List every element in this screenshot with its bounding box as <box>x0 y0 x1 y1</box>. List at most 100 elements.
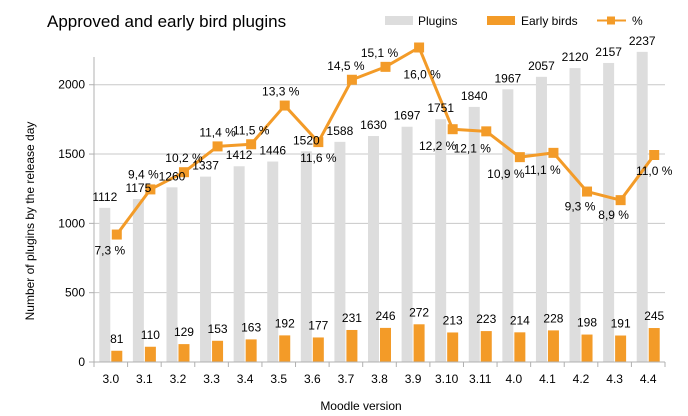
percent-marker <box>447 124 458 135</box>
x-tick-label: 3.11 <box>469 372 492 386</box>
x-tick-label: 4.4 <box>640 372 657 386</box>
bar-plugins <box>401 126 413 362</box>
percent-marker <box>346 74 357 85</box>
bar-plugins <box>200 176 212 362</box>
legend-marker-percent <box>607 16 615 25</box>
bar-early-birds <box>346 329 358 362</box>
percent-marker <box>649 150 660 160</box>
bar-plugins <box>502 89 514 362</box>
bar-early-birds <box>447 332 459 362</box>
x-tick-label: 3.4 <box>237 372 254 386</box>
bar-early-birds <box>245 339 257 362</box>
data-labels: 1112 1175 1260 1337 1412 1446 1520 1588 1630 1697… <box>92 34 672 346</box>
bar-early-birds <box>547 330 559 362</box>
percent-marker <box>178 167 189 178</box>
data-label-early-birds: 245 <box>644 309 664 323</box>
bar-plugins <box>233 166 245 362</box>
legend-label-early-birds: Early birds <box>521 14 578 28</box>
legend-label-plugins: Plugins <box>418 14 457 28</box>
bar-early-birds <box>648 328 660 362</box>
data-label-plugins: 1967 <box>495 71 522 85</box>
data-label-plugins: 1412 <box>226 148 253 162</box>
data-label-percent: 11,5 % <box>233 123 270 137</box>
bar-plugins <box>132 199 144 362</box>
data-label-plugins: 1520 <box>293 133 320 147</box>
data-label-early-birds: 223 <box>476 312 496 326</box>
bar-early-birds <box>480 331 492 362</box>
bar-plugins <box>166 187 178 362</box>
legend-swatch-plugins <box>385 16 413 25</box>
bar-early-birds <box>279 335 291 362</box>
x-tick-label: 4.0 <box>506 372 523 386</box>
bar-plugins <box>569 68 581 362</box>
data-label-plugins: 1337 <box>192 159 219 173</box>
data-label-percent: 10,2 % <box>165 151 203 165</box>
data-label-percent: 7,3 % <box>94 244 125 258</box>
data-label-early-birds: 228 <box>543 311 563 325</box>
data-label-percent: 11,6 % <box>300 151 337 165</box>
x-tick-label: 3.2 <box>170 372 187 386</box>
data-label-early-birds: 192 <box>275 316 295 330</box>
x-tick-label: 4.3 <box>606 372 623 386</box>
data-label-early-birds: 81 <box>110 332 124 346</box>
y-tick-label: 2000 <box>58 78 85 92</box>
data-label-plugins: 1175 <box>125 181 151 195</box>
bar-early-birds <box>514 332 526 362</box>
bar-plugins <box>603 62 615 362</box>
percent-marker <box>246 139 257 150</box>
y-tick-label: 0 <box>78 355 85 369</box>
percent-marker <box>514 152 525 163</box>
bar-early-birds <box>111 350 123 362</box>
chart-title: Approved and early bird plugins <box>47 12 286 31</box>
data-label-plugins: 2157 <box>595 45 622 59</box>
percent-marker <box>212 141 223 152</box>
percent-marker <box>481 126 492 137</box>
bar-early-birds <box>178 344 190 362</box>
data-label-early-birds: 191 <box>611 317 631 331</box>
data-label-percent: 9,4 % <box>128 167 159 181</box>
data-label-percent: 16,0 % <box>403 68 441 82</box>
percent-marker <box>615 195 626 206</box>
bar-early-birds <box>413 324 425 362</box>
x-tick-label: 3.9 <box>405 372 422 386</box>
data-label-percent: 8,9 % <box>598 208 629 222</box>
data-label-percent: 15,1 % <box>361 46 399 60</box>
bar-early-birds <box>615 335 627 362</box>
data-label-percent: 14,5 % <box>327 59 365 73</box>
data-label-percent: 11,1 % <box>524 163 561 177</box>
data-label-percent: 13,3 % <box>262 85 300 99</box>
bar-plugins <box>300 151 312 362</box>
x-tick-label: 3.7 <box>338 372 355 386</box>
y-tick-label: 500 <box>65 286 85 300</box>
data-label-plugins: 1588 <box>327 124 354 138</box>
x-tick-label: 4.1 <box>539 372 556 386</box>
bar-early-birds <box>312 337 324 362</box>
data-label-plugins: 1751 <box>427 101 454 115</box>
data-label-plugins: 1446 <box>259 144 286 158</box>
data-label-percent: 11,0 % <box>636 164 673 178</box>
x-tick-label: 3.8 <box>371 372 388 386</box>
x-tick-label: 3.6 <box>304 372 321 386</box>
data-label-plugins: 1260 <box>159 169 186 183</box>
y-tick-label: 1500 <box>58 147 85 161</box>
bar-plugins <box>435 119 447 362</box>
x-tick-label: 3.10 <box>435 372 459 386</box>
bar-early-birds <box>144 346 156 362</box>
data-label-plugins: 1112 <box>92 190 117 204</box>
data-label-plugins: 1840 <box>461 89 488 103</box>
bar-plugins <box>468 106 480 362</box>
bar-plugins <box>99 207 111 362</box>
legend-label-percent: % <box>632 14 643 28</box>
bar-plugins <box>368 136 379 362</box>
data-label-early-birds: 272 <box>409 305 429 319</box>
data-label-early-birds: 213 <box>443 313 463 327</box>
data-label-plugins: 1697 <box>394 109 421 123</box>
percent-marker <box>145 184 156 195</box>
axes: 0 500 1000 1500 2000 3.0 3.1 3.2 3.3 3.4 3.5 3.6 3.7… <box>58 57 666 386</box>
legend-swatch-early-birds <box>487 16 515 25</box>
percent-marker <box>414 42 425 53</box>
bar-early-birds <box>581 334 593 362</box>
data-label-plugins: 2057 <box>528 59 555 73</box>
x-tick-label: 3.3 <box>203 372 220 386</box>
